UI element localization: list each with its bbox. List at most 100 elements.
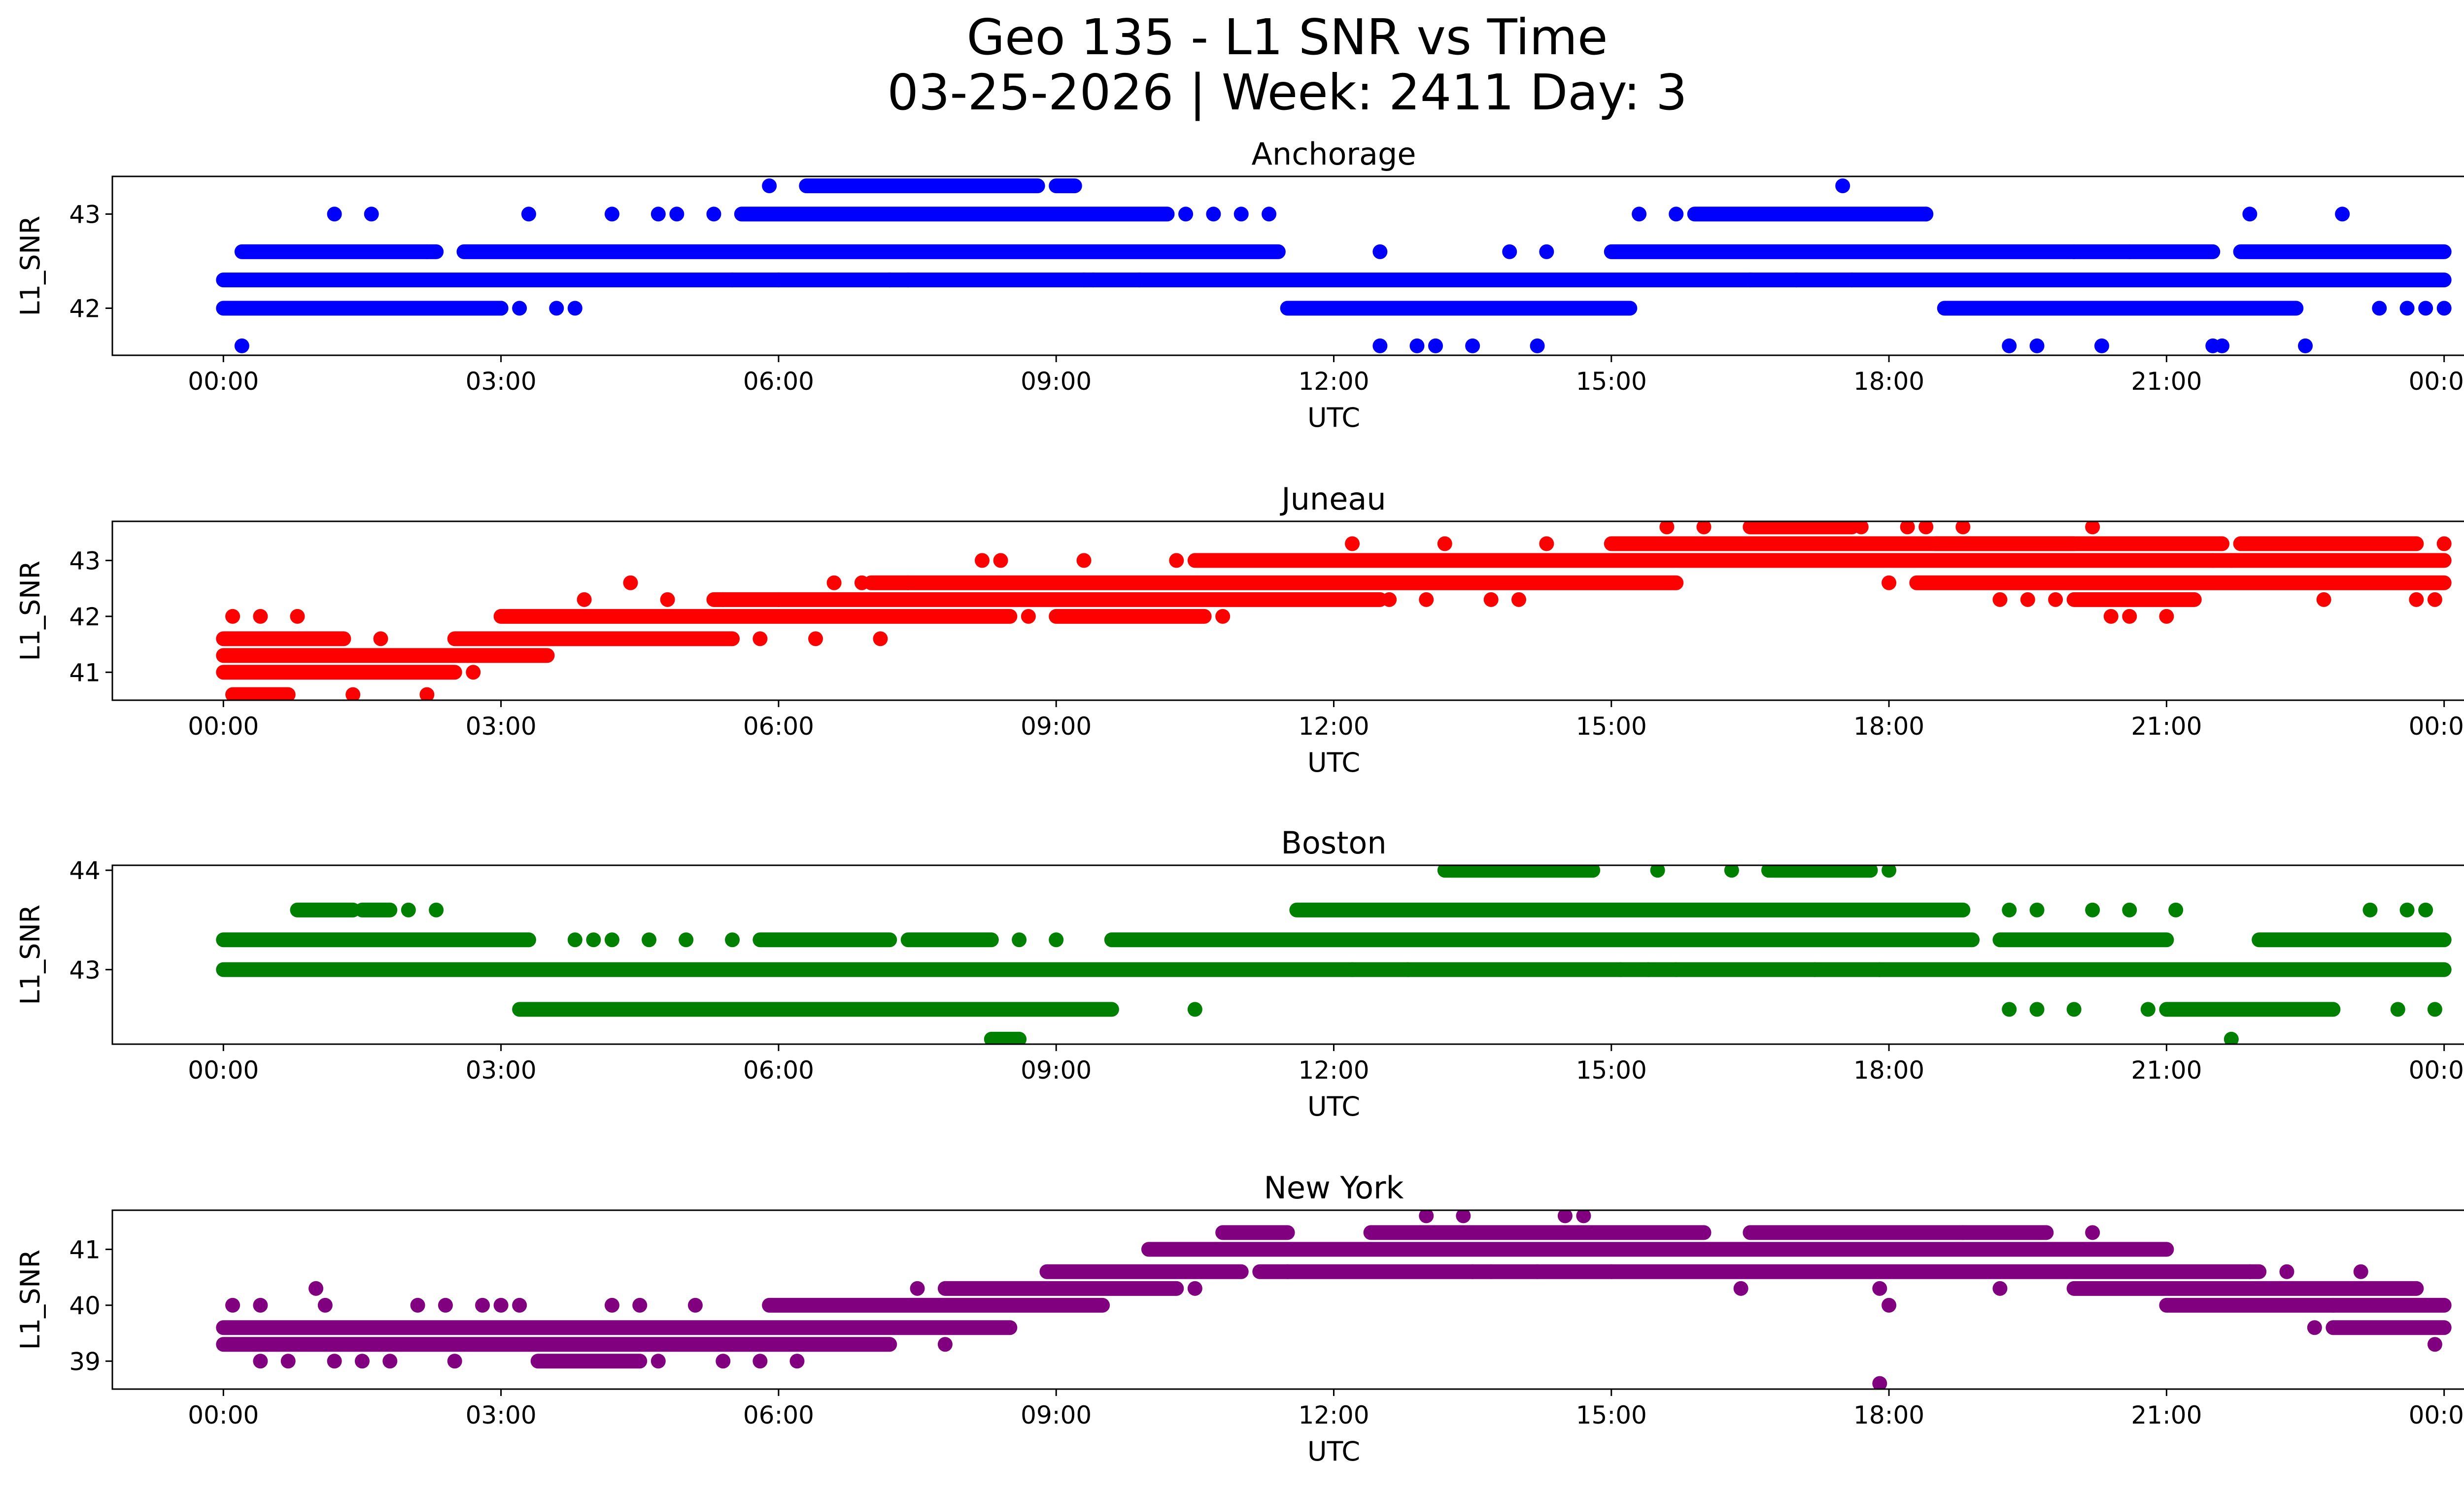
x-tick-label: 15:00 <box>1576 1056 1647 1085</box>
scatter-point <box>382 1354 398 1369</box>
scatter-run <box>216 631 351 646</box>
x-tick-label: 03:00 <box>466 367 537 396</box>
scatter-point <box>1882 1297 1897 1313</box>
y-tick-label: 39 <box>69 1347 101 1376</box>
scatter-point <box>771 272 786 288</box>
scatter-run <box>216 272 2452 288</box>
scatter-point <box>937 1337 953 1352</box>
scatter-point <box>753 1354 768 1369</box>
scatter-point <box>2085 1225 2100 1240</box>
scatter-run <box>1909 575 2452 590</box>
scatter-point <box>2122 609 2137 624</box>
scatter-point <box>1372 244 1388 259</box>
x-tick-label: 00:00 <box>2409 1401 2464 1429</box>
scatter-point <box>1502 244 1517 259</box>
scatter-point <box>2140 1002 2156 1017</box>
scatter-point <box>567 932 582 948</box>
scatter-point <box>1669 206 1684 222</box>
scatter-point <box>1483 1264 1499 1279</box>
scatter-point <box>1483 592 1499 607</box>
scatter-run <box>225 687 296 700</box>
scatter-point <box>604 1297 619 1313</box>
x-tick-label: 09:00 <box>1021 1401 1092 1429</box>
scatter-point <box>2372 301 2387 316</box>
scatter-point <box>1872 1376 1887 1389</box>
scatter-point <box>2362 902 2378 918</box>
scatter-point <box>1724 865 1739 878</box>
scatter-run <box>1927 536 2230 551</box>
x-tick-label: 00:00 <box>188 1401 259 1429</box>
scatter-point <box>2436 301 2452 316</box>
scatter-run <box>1761 865 1878 878</box>
scatter-point <box>1086 272 1101 288</box>
scatter-point <box>2159 609 2174 624</box>
x-tick-label: 06:00 <box>743 1056 814 1085</box>
x-tick-label: 00:00 <box>2409 712 2464 741</box>
scatter-point <box>1835 178 1850 194</box>
scatter-run <box>1049 178 1082 194</box>
scatter-point <box>1215 609 1231 624</box>
scatter-point <box>2066 1002 2082 1017</box>
scatter-point <box>1345 962 1360 977</box>
scatter-point <box>345 687 361 700</box>
scatter-run <box>2233 244 2452 259</box>
scatter-point <box>650 1354 666 1369</box>
scatter-run <box>2159 1002 2341 1017</box>
x-tick-label: 09:00 <box>1021 1056 1092 1085</box>
scatter-point <box>2418 301 2433 316</box>
scatter-run <box>216 1337 897 1352</box>
scatter-point <box>1021 609 1036 624</box>
scatter-point <box>586 932 601 948</box>
scatter-point <box>2085 902 2100 918</box>
scatter-point <box>1187 1281 1202 1296</box>
scatter-point <box>2103 609 2119 624</box>
scatter-run <box>2159 1297 2452 1313</box>
scatter-run <box>216 665 462 680</box>
scatter-point <box>280 1354 296 1369</box>
scatter-point <box>308 1281 324 1296</box>
scatter-point <box>475 1297 490 1313</box>
scatter-point <box>2436 536 2452 551</box>
x-tick-label: 21:00 <box>2131 1056 2202 1085</box>
subplot-juneau: Juneau 00:00 03:00 06:00 09:00 12:00 15:00 18:0… <box>15 481 2464 778</box>
scatter-point <box>2085 521 2100 535</box>
scatter-point <box>910 1281 925 1296</box>
x-tick-label: 15:00 <box>1576 1401 1647 1429</box>
scatter-point <box>1853 521 1869 535</box>
scatter-point <box>1187 1002 1202 1017</box>
scatter-point <box>2427 1002 2442 1017</box>
scatter-point <box>2002 902 2017 918</box>
scatter-point <box>1400 962 1415 977</box>
scatter-point <box>1900 521 1915 535</box>
scatter-run <box>1992 932 2174 948</box>
scatter-point <box>438 1297 453 1313</box>
scatter-point <box>669 206 684 222</box>
scatter-point <box>1659 521 1675 535</box>
x-tick-label: 00:00 <box>188 712 259 741</box>
scatter-point <box>1604 1264 1619 1279</box>
scatter-point <box>2122 902 2137 918</box>
scatter-run <box>2233 536 2424 551</box>
scatter-point <box>2353 1264 2368 1279</box>
scatter-run <box>216 648 555 663</box>
x-tick-label: 21:00 <box>2131 712 2202 741</box>
scatter-run <box>762 1297 1110 1313</box>
scatter-point <box>1262 206 1277 222</box>
scatter-point <box>429 902 444 918</box>
scatter-point <box>1437 536 1452 551</box>
subplot-title: Juneau <box>1279 481 1386 517</box>
axes-frame <box>111 175 2464 356</box>
scatter-point <box>974 553 990 568</box>
scatter-point <box>1049 932 1064 948</box>
y-tick-label: 42 <box>69 294 101 323</box>
scatter-point <box>225 609 240 624</box>
scatter-point <box>1419 1210 1434 1224</box>
x-tick-label: 03:00 <box>466 1056 537 1085</box>
subplot-new-york: New York 00:00 03:00 06:00 09:00 12:00 15:00 18… <box>15 1170 2464 1467</box>
scatter-point <box>1178 206 1194 222</box>
subplot-title: New York <box>1264 1170 1404 1206</box>
x-tick-label: 12:00 <box>1298 1056 1369 1085</box>
scatter-point <box>882 272 897 288</box>
scatter-run <box>799 178 1045 194</box>
